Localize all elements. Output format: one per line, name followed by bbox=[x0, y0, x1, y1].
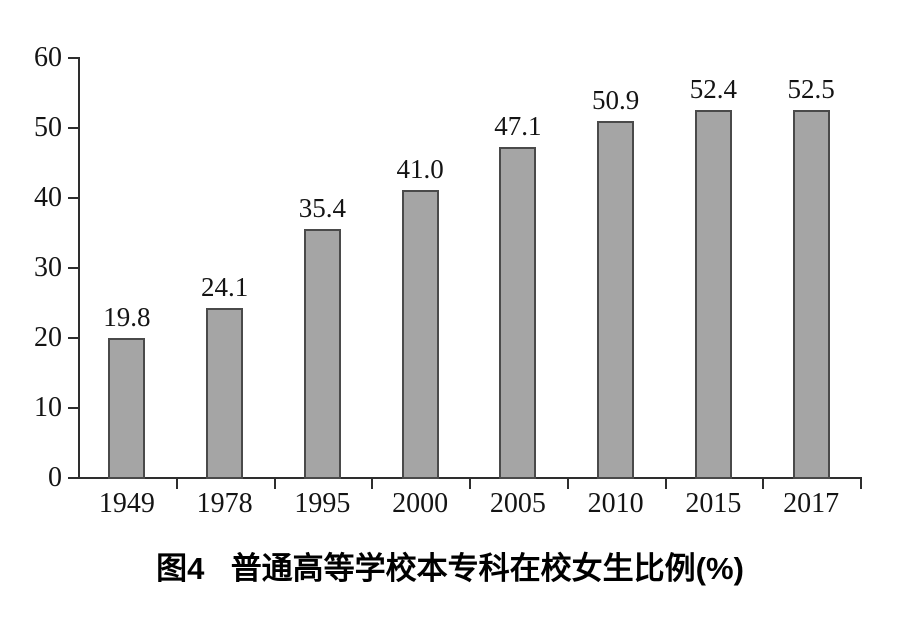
y-axis-tick bbox=[68, 477, 78, 479]
x-axis-tick bbox=[664, 479, 667, 489]
y-axis-tick bbox=[68, 57, 78, 59]
x-axis-tick bbox=[371, 479, 374, 489]
y-axis-tick-label: 10 bbox=[34, 392, 62, 423]
x-axis-category-label: 2015 bbox=[685, 488, 742, 519]
bar-value-label: 47.1 bbox=[494, 111, 542, 142]
y-axis-tick-label: 60 bbox=[34, 42, 62, 73]
y-axis-tick-label: 20 bbox=[34, 322, 62, 353]
figure-title: 普通高等学校本专科在校女生比例(%) bbox=[230, 551, 744, 586]
bar bbox=[694, 110, 732, 479]
y-axis-tick-label: 50 bbox=[34, 112, 62, 143]
figure-number-label: 图4 bbox=[156, 551, 205, 586]
x-axis-category-label: 2000 bbox=[392, 488, 449, 519]
y-axis-tick-label: 40 bbox=[34, 182, 62, 213]
bar-value-label: 19.8 bbox=[103, 302, 151, 333]
bar-chart-plot-area: 0 10 20 30 40 50 60 19.8 1949 24.1 1978 35.4 1995 41.… bbox=[34, 42, 862, 519]
x-axis-category-label: 2017 bbox=[783, 488, 840, 519]
y-axis-tick bbox=[68, 407, 78, 409]
bar bbox=[303, 229, 341, 479]
figure-caption: 图4 普通高等学校本专科在校女生比例(%) bbox=[0, 549, 900, 589]
x-axis-tick bbox=[469, 479, 471, 489]
y-axis-tick bbox=[68, 267, 78, 269]
x-axis-tick bbox=[175, 479, 178, 489]
bar-value-label: 50.9 bbox=[592, 84, 640, 115]
y-axis-tick bbox=[68, 337, 78, 339]
y-axis-tick bbox=[68, 127, 78, 129]
x-axis bbox=[78, 477, 862, 479]
bar bbox=[499, 147, 537, 479]
y-axis-tick-label: 30 bbox=[34, 252, 62, 283]
x-axis-category-label: 1949 bbox=[98, 488, 155, 519]
bar bbox=[792, 109, 830, 479]
x-axis-category-label: 1995 bbox=[294, 488, 351, 519]
bar-value-label: 24.1 bbox=[201, 272, 249, 303]
x-axis-category-label: 2005 bbox=[489, 488, 546, 519]
bar-value-label: 35.4 bbox=[298, 193, 346, 224]
y-axis-tick-label: 0 bbox=[48, 462, 62, 493]
x-axis-tick bbox=[762, 479, 765, 489]
bar bbox=[597, 120, 635, 479]
bar-value-label: 41.0 bbox=[396, 154, 444, 184]
y-axis-tick bbox=[68, 197, 78, 199]
bar bbox=[401, 190, 439, 479]
x-axis-tick bbox=[860, 479, 862, 489]
x-axis-tick bbox=[566, 479, 569, 489]
x-axis-category-label: 1978 bbox=[196, 488, 253, 519]
y-axis bbox=[78, 57, 80, 479]
bar bbox=[206, 308, 244, 479]
bar-value-label: 52.4 bbox=[689, 74, 737, 105]
bar-value-label: 52.5 bbox=[787, 73, 835, 104]
x-axis-category-label: 2010 bbox=[587, 488, 644, 519]
x-axis-tick bbox=[273, 479, 276, 489]
bar bbox=[108, 338, 146, 479]
